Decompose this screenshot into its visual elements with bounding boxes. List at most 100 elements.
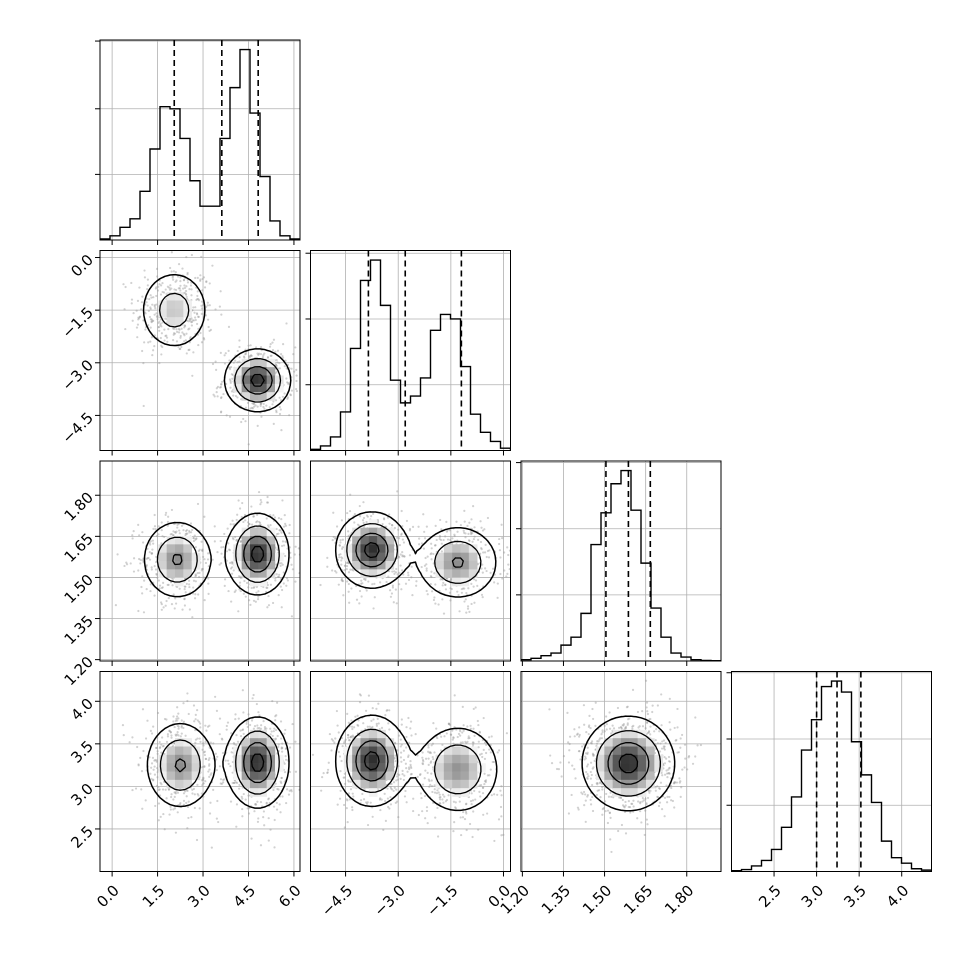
sample-point: [448, 723, 450, 725]
sample-point: [222, 546, 224, 548]
sample-point: [256, 352, 258, 354]
sample-point: [210, 742, 212, 744]
sample-point: [240, 735, 242, 737]
sample-point: [246, 582, 248, 584]
sample-point: [350, 736, 352, 738]
sample-point: [262, 816, 264, 818]
sample-point: [409, 529, 411, 531]
density-cell: [461, 569, 470, 578]
sample-point: [335, 571, 337, 573]
sample-point: [379, 809, 381, 811]
sample-point: [338, 731, 340, 733]
sample-point: [352, 795, 354, 797]
sample-point: [405, 583, 407, 585]
sample-point: [389, 796, 391, 798]
sample-point: [349, 494, 351, 496]
sample-point: [196, 839, 198, 841]
sample-point: [186, 827, 188, 829]
sample-point: [131, 298, 133, 300]
density-cell: [469, 763, 478, 772]
sample-point: [386, 787, 388, 789]
sample-point: [161, 332, 163, 334]
sample-point: [136, 310, 138, 312]
sample-point: [188, 586, 190, 588]
sample-point: [486, 812, 488, 814]
sample-point: [155, 573, 157, 575]
sample-point: [229, 416, 231, 418]
sample-point: [242, 521, 244, 523]
sample-point: [491, 735, 493, 737]
sample-point: [405, 767, 407, 769]
sample-point: [285, 322, 287, 324]
sample-point: [178, 529, 180, 531]
sample-point: [563, 755, 565, 757]
sample-point: [403, 775, 405, 777]
sample-point: [459, 800, 461, 802]
sample-point: [205, 281, 207, 283]
sample-point: [409, 760, 411, 762]
density-cell: [452, 772, 461, 781]
sample-point: [168, 730, 170, 732]
sample-point: [260, 724, 262, 726]
sample-point: [168, 789, 170, 791]
sample-point: [475, 706, 477, 708]
sample-point: [428, 778, 430, 780]
sample-point: [208, 759, 210, 761]
sample-point: [158, 819, 160, 821]
sample-point: [282, 343, 284, 345]
sample-point: [265, 587, 267, 589]
sample-point: [170, 737, 172, 739]
sample-point: [418, 543, 420, 545]
sample-point: [180, 735, 182, 737]
sample-point: [240, 421, 242, 423]
sample-point: [187, 281, 189, 283]
sample-point: [280, 429, 282, 431]
sample-point: [185, 735, 187, 737]
sample-point: [278, 574, 280, 576]
sample-point: [401, 744, 403, 746]
sample-point: [410, 765, 412, 767]
sample-point: [431, 791, 433, 793]
sample-point: [445, 521, 447, 523]
sample-point: [163, 753, 165, 755]
density-cell: [167, 309, 176, 318]
sample-point: [478, 791, 480, 793]
sample-point: [481, 756, 483, 758]
sample-point: [219, 765, 221, 767]
sample-point: [190, 288, 192, 290]
sample-point: [160, 816, 162, 818]
sample-point: [312, 754, 314, 756]
sample-point: [185, 591, 187, 593]
sample-point: [471, 836, 473, 838]
sample-point: [484, 567, 486, 569]
sample-point: [160, 337, 162, 339]
sample-point: [337, 804, 339, 806]
sample-point: [172, 530, 174, 532]
sample-point: [452, 830, 454, 832]
sample-point: [149, 551, 151, 553]
sample-point: [152, 528, 154, 530]
sample-point: [433, 751, 435, 753]
sample-point: [166, 741, 168, 743]
sample-point: [226, 414, 228, 416]
sample-point: [372, 707, 374, 709]
sample-point: [268, 839, 270, 841]
sample-point: [466, 725, 468, 727]
sample-point: [254, 803, 256, 805]
sample-point: [281, 499, 283, 501]
sample-point: [178, 263, 180, 265]
sample-point: [481, 594, 483, 596]
sample-point: [201, 784, 203, 786]
sample-point: [247, 795, 249, 797]
sample-point: [165, 288, 167, 290]
sample-point: [296, 390, 298, 392]
sample-point: [283, 582, 285, 584]
sample-point: [402, 770, 404, 772]
sample-point: [487, 517, 489, 519]
sample-point: [421, 542, 423, 544]
sample-point: [280, 532, 282, 534]
sample-point: [199, 741, 201, 743]
sample-point: [491, 794, 493, 796]
sample-point: [167, 733, 169, 735]
sample-point: [170, 796, 172, 798]
